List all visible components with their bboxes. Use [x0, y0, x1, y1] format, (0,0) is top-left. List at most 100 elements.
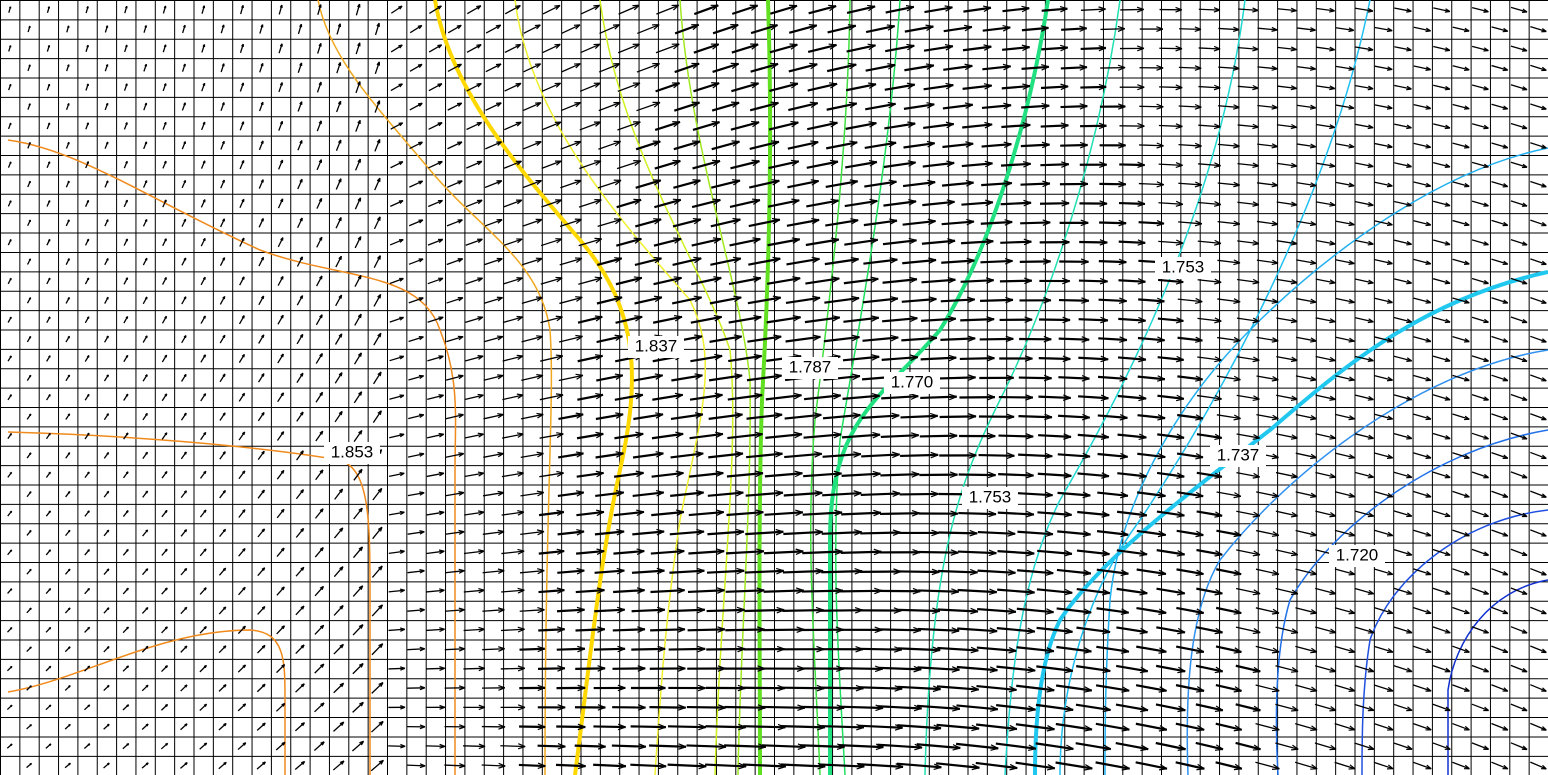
- arrow-head: [652, 24, 660, 30]
- arrow-head: [633, 160, 642, 166]
- arrow-head: [1194, 26, 1202, 33]
- arrow-head: [1348, 260, 1355, 265]
- vector-arrow: [630, 763, 667, 768]
- vector-arrow: [902, 181, 936, 188]
- vector-arrow: [939, 415, 977, 419]
- vector-arrow: [862, 297, 899, 304]
- arrow-head: [1233, 647, 1242, 654]
- vector-arrow: [1413, 220, 1431, 226]
- arrow-head: [554, 43, 561, 49]
- contour-label: 1.770: [891, 372, 934, 391]
- vector-arrow: [257, 644, 266, 654]
- vector-arrow: [1158, 124, 1183, 128]
- arrow-head: [1027, 627, 1036, 635]
- arrow-head: [813, 412, 822, 419]
- arrow-head: [632, 43, 640, 50]
- arrow-head: [1291, 705, 1299, 712]
- arrow-head: [1045, 569, 1054, 576]
- vector-arrow: [1413, 761, 1432, 770]
- vector-arrow: [1374, 529, 1393, 537]
- vector-arrow: [731, 43, 759, 54]
- vector-arrow: [1315, 394, 1336, 401]
- vector-arrow: [613, 471, 644, 478]
- arrow-head: [1367, 318, 1374, 324]
- arrow-head: [1252, 550, 1261, 557]
- arrow-head: [848, 62, 857, 70]
- arrow-head: [1084, 764, 1093, 771]
- vector-arrow: [409, 24, 423, 34]
- arrow-head: [738, 762, 747, 770]
- arrow-head: [1002, 63, 1011, 71]
- arrow-head: [357, 313, 362, 319]
- arrow-head: [357, 81, 361, 86]
- arrow-head: [697, 606, 706, 614]
- arrow-head: [106, 646, 110, 649]
- vector-arrow: [1295, 297, 1317, 303]
- vector-arrow: [750, 24, 778, 35]
- arrow-head: [652, 101, 661, 108]
- vector-arrow: [523, 102, 542, 112]
- vector-arrow: [520, 491, 544, 497]
- arrow-head: [1367, 395, 1374, 401]
- arrow-head: [318, 42, 322, 47]
- arrow-head: [927, 179, 936, 187]
- arrow-head: [1348, 221, 1355, 227]
- vector-arrow: [502, 433, 524, 439]
- vector-arrow: [674, 23, 700, 35]
- vector-arrow: [979, 337, 1014, 341]
- arrow-head: [808, 24, 818, 31]
- vector-arrow: [1215, 722, 1242, 731]
- arrow-head: [672, 159, 681, 167]
- vector-arrow: [428, 122, 443, 130]
- vector-arrow: [352, 546, 363, 559]
- vector-arrow: [632, 530, 665, 536]
- vector-arrow: [1374, 104, 1393, 109]
- vector-arrow: [483, 374, 504, 381]
- vector-arrow: [1135, 684, 1167, 692]
- arrow-head: [418, 374, 424, 380]
- arrow-head: [555, 315, 563, 322]
- arrow-head: [9, 627, 13, 630]
- contour-line: [1004, 0, 1246, 775]
- arrow-head: [833, 470, 842, 478]
- arrow-head: [1156, 336, 1165, 343]
- arrow-head: [554, 160, 562, 166]
- arrow-head: [1137, 316, 1146, 324]
- vector-arrow: [807, 43, 837, 54]
- arrow-head: [614, 373, 624, 380]
- vector-arrow: [388, 511, 405, 516]
- vector-arrow: [845, 160, 878, 169]
- arrow-head: [299, 217, 303, 222]
- vector-arrow: [501, 472, 524, 478]
- vector-arrow: [560, 101, 581, 112]
- arrow-head: [1444, 473, 1451, 479]
- arrow-head: [86, 122, 89, 125]
- arrow-head: [714, 353, 723, 361]
- arrow-head: [792, 315, 801, 322]
- vector-arrow: [537, 744, 566, 748]
- arrow-head: [457, 374, 464, 380]
- arrow-head: [1195, 453, 1204, 460]
- vector-arrow: [1117, 472, 1147, 478]
- arrow-head: [1156, 26, 1164, 33]
- arrow-head: [698, 762, 707, 770]
- arrow-head: [1271, 686, 1280, 693]
- vector-arrow: [1195, 741, 1224, 751]
- arrow-head: [1387, 764, 1394, 770]
- vector-arrow: [333, 566, 344, 578]
- arrow-head: [1195, 569, 1204, 577]
- arrow-head: [338, 410, 343, 416]
- arrow-head: [850, 256, 859, 264]
- vector-arrow: [1393, 278, 1412, 284]
- vector-arrow: [335, 178, 342, 190]
- arrow-head: [1196, 686, 1205, 693]
- vector-arrow: [1275, 665, 1299, 673]
- arrow-head: [1464, 105, 1470, 110]
- arrow-head: [1541, 221, 1547, 227]
- vector-arrow: [390, 200, 404, 207]
- arrow-head: [1483, 163, 1489, 169]
- arrow-head: [1137, 278, 1146, 285]
- vector-arrow: [845, 83, 877, 92]
- vector-arrow: [941, 220, 975, 226]
- arrow-head: [809, 101, 819, 109]
